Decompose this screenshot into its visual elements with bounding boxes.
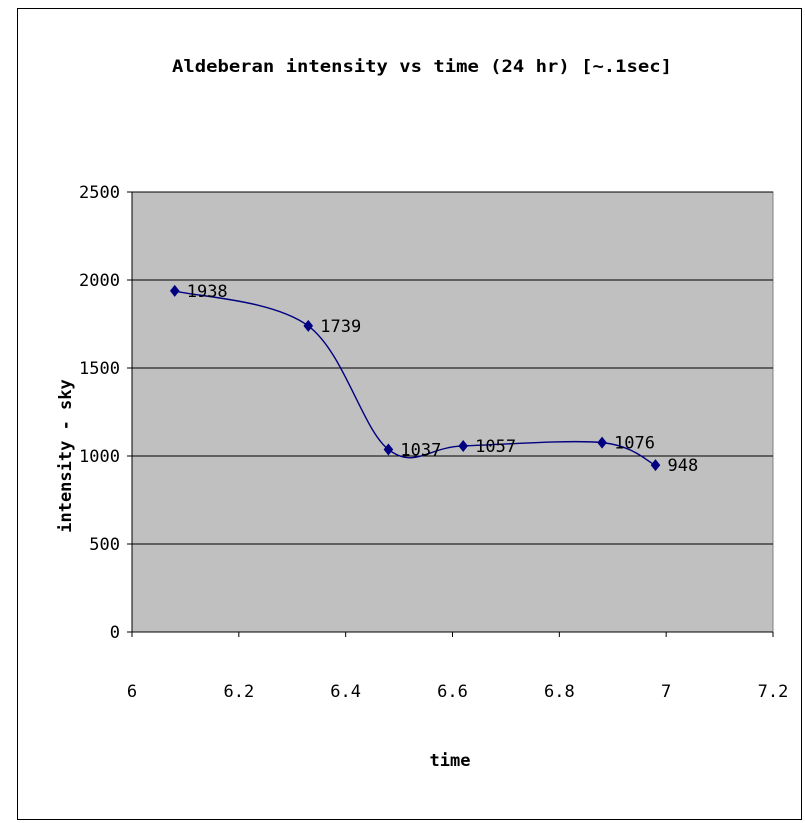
data-markers [169, 284, 661, 472]
data-point [597, 436, 607, 449]
data-label: 1938 [187, 282, 228, 302]
chart-title: Aldeberan intensity vs time (24 hr) [~.1… [172, 57, 672, 77]
gridlines [132, 191, 773, 545]
y-tick-label: 1000 [79, 447, 120, 467]
data-point [458, 439, 468, 452]
y-tick-label: 2000 [79, 271, 120, 291]
x-tick-label: 6.6 [437, 682, 468, 702]
data-label: 1057 [475, 437, 516, 457]
y-axis-label: intensity - sky [56, 379, 76, 533]
axes [127, 191, 774, 637]
data-label: 1037 [400, 440, 441, 460]
x-tick-label: 6.8 [544, 682, 575, 702]
x-tick-label: 6.4 [330, 682, 361, 702]
x-tick-label: 7 [661, 682, 671, 702]
data-point [169, 284, 180, 297]
x-tick-label: 7.2 [758, 682, 789, 702]
data-label: 1739 [320, 317, 361, 337]
y-tick-label: 0 [110, 623, 120, 643]
y-tick-label: 500 [89, 535, 120, 555]
y-tick-label: 1500 [79, 359, 120, 379]
x-tick-label: 6 [127, 682, 137, 702]
data-label: 1076 [614, 434, 655, 454]
y-tick-label: 2500 [79, 183, 120, 203]
data-point [650, 459, 661, 472]
data-point [383, 443, 394, 456]
data-label: 948 [667, 456, 698, 476]
data-point [303, 319, 314, 332]
x-axis-label: time [430, 751, 471, 771]
x-tick-label: 6.2 [223, 682, 254, 702]
tick-labels: 0 500 1000 1500 2000 2500 6 6.2 6.4 6.6 6.8 7 7.2 [79, 183, 788, 702]
data-labels: 1938 1739 1037 1057 1076 948 [187, 282, 698, 476]
plot-area [131, 191, 774, 633]
